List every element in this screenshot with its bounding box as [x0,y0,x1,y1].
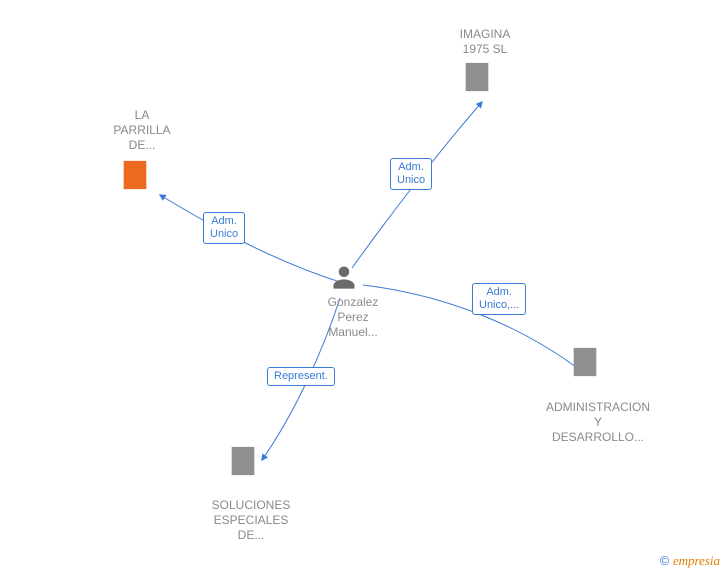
building-icon [118,158,152,192]
edge-label-la-parrilla: Adm. Unico [203,212,245,244]
building-icon [460,60,494,94]
node-soluciones-label: SOLUCIONES ESPECIALES DE... [206,498,296,543]
node-admin-des-label: ADMINISTRACION Y DESARROLLO... [538,400,658,445]
node-la-parrilla[interactable] [118,158,152,192]
node-soluciones[interactable] [226,444,260,478]
person-label: Gonzalez Perez Manuel... [318,295,388,340]
building-icon [226,444,260,478]
node-la-parrilla-label: LA PARRILLA DE... [107,108,177,153]
edge-label-soluciones: Represent. [267,367,335,386]
copyright-symbol: © [660,553,670,568]
credit: © empresia [660,553,720,569]
edge-label-admin-des: Adm. Unico,... [472,283,526,315]
brand-name: empresia [673,553,720,568]
person-icon [330,263,358,291]
relationship-edges [0,0,728,575]
building-icon [568,345,602,379]
person-node[interactable] [330,263,358,291]
edge-label-imagina: Adm. Unico [390,158,432,190]
node-imagina[interactable] [460,60,494,94]
node-admin-des[interactable] [568,345,602,379]
edge-la-parrilla [160,195,343,283]
node-imagina-label: IMAGINA 1975 SL [450,27,520,57]
